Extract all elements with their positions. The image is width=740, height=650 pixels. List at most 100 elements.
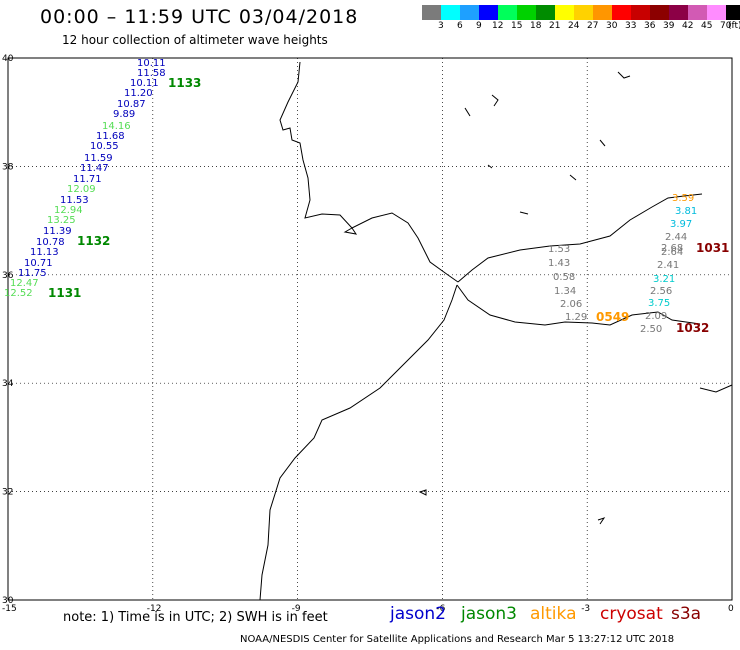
axis-labels: 40 38 36 34 32 30-15 -12 -9 -6 -3 0: [2, 54, 734, 614]
wave-height-label: 11.71: [73, 174, 102, 185]
longitude-tick-label: -12: [147, 604, 162, 614]
legend-swatch: [422, 5, 441, 20]
longitude-tick-label: 0: [728, 604, 734, 614]
pass-number-label: 1031: [696, 241, 729, 255]
wave-height-label: 2.44: [665, 232, 687, 243]
legend-swatch: [612, 5, 631, 20]
wave-height-label: 10.71: [24, 258, 53, 269]
legend-label: 70: [720, 21, 732, 31]
satellite-name: jason3: [461, 604, 517, 624]
longitude-tick-label: -3: [581, 604, 590, 614]
legend-label: 15: [511, 21, 523, 31]
latitude-tick-label: 30: [2, 596, 14, 606]
satellite-name: s3a: [671, 604, 702, 624]
wave-height-label: 11.39: [43, 226, 72, 237]
legend-label: 21: [549, 21, 561, 31]
wave-height-label: 2.06: [560, 299, 582, 310]
legend-swatch: [650, 5, 669, 20]
legend-label: 3: [438, 21, 444, 31]
wave-height-label: 11.75: [18, 268, 47, 279]
coastline: [259, 61, 733, 601]
longitude-tick-label: -9: [292, 604, 301, 614]
wave-height-label: 1.34: [554, 286, 576, 297]
satellite-name: cryosat: [600, 604, 663, 624]
legend-swatch: [574, 5, 593, 20]
credit-line: NOAA/NESDIS Center for Satellite Applica…: [240, 634, 675, 645]
legend-swatch: [631, 5, 650, 20]
legend-label: 24: [568, 21, 580, 31]
pass-number-label: 0549: [596, 310, 629, 324]
legend-swatch: [555, 5, 574, 20]
wave-height-label: 11.13: [30, 247, 59, 258]
wave-height-label: 1.29: [565, 312, 587, 323]
legend-label: 45: [701, 21, 713, 31]
wave-height-label: 10.11: [137, 58, 166, 69]
wave-height-label: 1.43: [548, 258, 570, 269]
map-title: 00:00 – 11:59 UTC 03/04/2018: [40, 6, 359, 28]
legend-swatch: [479, 5, 498, 20]
wave-height-label: 10.11: [130, 78, 159, 89]
wave-height-label: 12.09: [67, 184, 96, 195]
color-legend: [422, 5, 740, 20]
legend-swatch: [441, 5, 460, 20]
pass-number-label: 1131: [48, 286, 81, 300]
wave-height-label: 12.52: [4, 288, 33, 299]
pass-number-label: 1132: [77, 234, 110, 248]
legend-swatch: [707, 5, 726, 20]
latitude-tick-label: 32: [2, 488, 13, 498]
wave-height-label: 11.53: [60, 195, 89, 206]
wave-height-values: 10.1111.5810.1111.2010.879.8914.1611.681…: [4, 58, 697, 335]
wave-height-label: 3.59: [672, 193, 694, 204]
pass-number-labels: 1133 1132 1131 0549 1031 1032: [48, 76, 729, 335]
wave-height-label: 10.78: [36, 237, 65, 248]
wave-height-label: 11.20: [124, 88, 153, 99]
graticule: [8, 58, 732, 600]
map-frame: [7, 57, 733, 601]
pass-number-label: 1032: [676, 321, 709, 335]
legend-label: 27: [587, 21, 599, 31]
pass-number-label: 1133: [168, 76, 201, 90]
legend-label: 6: [457, 21, 463, 31]
wave-height-label: 11.58: [137, 68, 166, 79]
wave-height-label: 12.94: [54, 205, 83, 216]
legend-label: 33: [625, 21, 637, 31]
wave-height-label: 11.59: [84, 153, 113, 164]
wave-height-label: 13.25: [47, 215, 76, 226]
wave-height-label: 3.21: [653, 274, 675, 285]
legend-label: 12: [492, 21, 504, 31]
legend-swatch: [536, 5, 555, 20]
legend-swatch: [688, 5, 707, 20]
latitude-tick-label: 36: [2, 271, 14, 281]
map-subtitle: 12 hour collection of altimeter wave hei…: [62, 33, 328, 47]
legend-label: 9: [476, 21, 482, 31]
wave-height-label: 2.56: [650, 286, 672, 297]
wave-height-label: 0.58: [553, 272, 575, 283]
satellite-name: jason2: [390, 604, 446, 624]
longitude-tick-label: -6: [436, 604, 445, 614]
legend-label: 36: [644, 21, 656, 31]
wave-height-label: 2.09: [645, 311, 667, 322]
wave-height-label: 1.53: [548, 244, 570, 255]
wave-height-label: 2.50: [640, 324, 662, 335]
longitude-tick-label: -15: [2, 604, 17, 614]
legend-swatch: [498, 5, 517, 20]
legend-swatch: [726, 5, 740, 20]
wave-height-label: 3.75: [648, 298, 670, 309]
legend-label: (ft): [728, 21, 740, 31]
wave-height-label: 10.87: [117, 99, 146, 110]
legend-label: 18: [530, 21, 542, 31]
wave-height-label: 2.64: [661, 247, 683, 258]
footnote: note: 1) Time is in UTC; 2) SWH is in fe…: [63, 610, 328, 625]
wave-height-label: 3.81: [675, 206, 697, 217]
legend-swatch: [460, 5, 479, 20]
wave-height-label: 2.68: [661, 243, 683, 254]
latitude-tick-label: 40: [2, 54, 14, 64]
wave-height-label: 11.68: [96, 131, 125, 142]
satellite-name: altika: [530, 604, 577, 624]
wave-height-label: 3.97: [670, 219, 692, 230]
legend-swatch: [669, 5, 688, 20]
latitude-tick-label: 34: [2, 379, 14, 389]
wave-height-label: 10.55: [90, 141, 119, 152]
legend-label: 30: [606, 21, 618, 31]
wave-height-label: 2.41: [657, 260, 679, 271]
